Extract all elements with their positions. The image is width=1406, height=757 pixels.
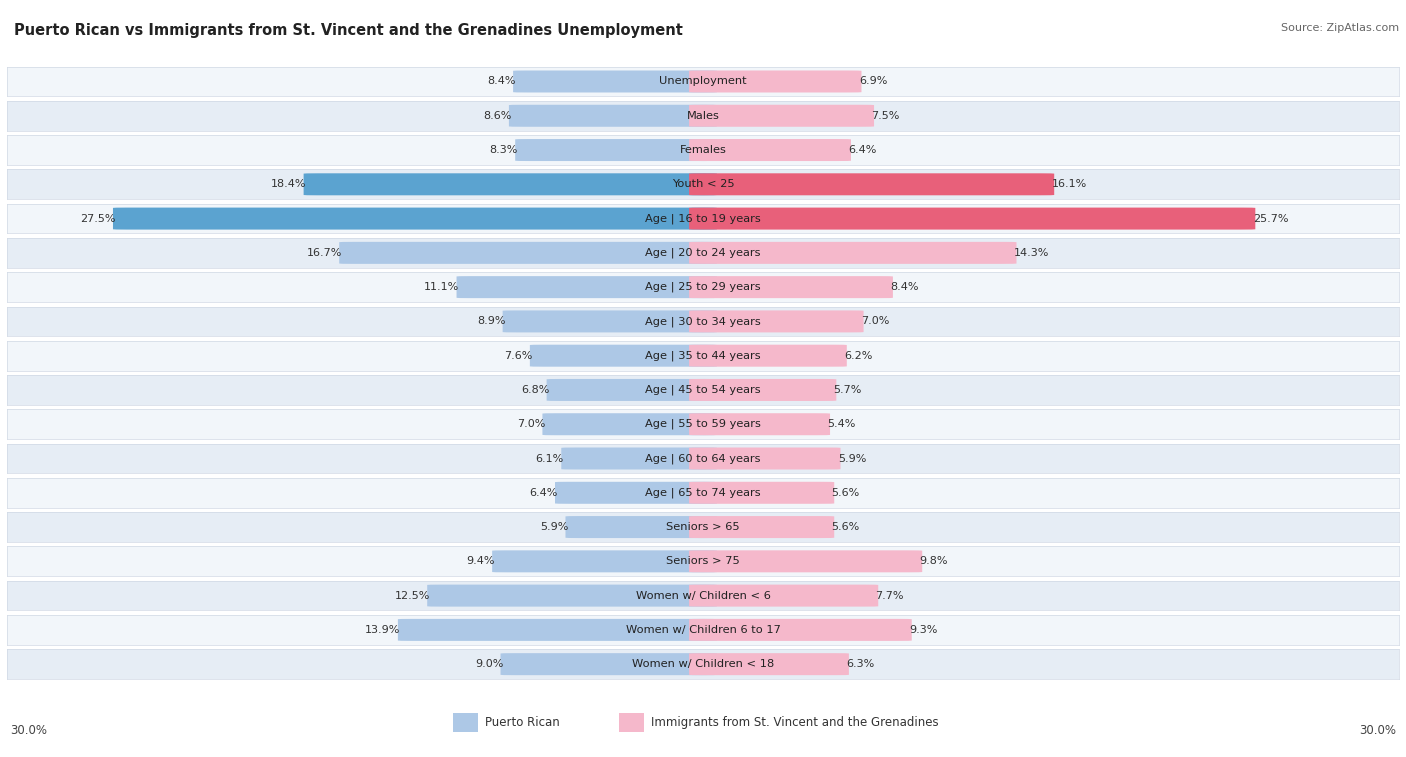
Text: 8.6%: 8.6% [484,111,512,121]
FancyBboxPatch shape [689,447,841,469]
Text: Age | 35 to 44 years: Age | 35 to 44 years [645,350,761,361]
Text: 5.6%: 5.6% [831,488,860,498]
Text: 6.4%: 6.4% [848,145,877,155]
FancyBboxPatch shape [427,584,717,606]
Text: 5.9%: 5.9% [540,522,568,532]
Text: 6.8%: 6.8% [520,385,550,395]
FancyBboxPatch shape [555,481,717,504]
FancyBboxPatch shape [547,379,717,401]
Text: Males: Males [686,111,720,121]
FancyBboxPatch shape [509,104,717,126]
Text: Females: Females [679,145,727,155]
Text: 9.0%: 9.0% [475,659,503,669]
Text: 9.3%: 9.3% [910,625,938,635]
Text: 5.7%: 5.7% [834,385,862,395]
FancyBboxPatch shape [689,344,846,366]
FancyBboxPatch shape [619,713,644,733]
FancyBboxPatch shape [561,447,717,469]
FancyBboxPatch shape [543,413,717,435]
Text: 6.4%: 6.4% [529,488,558,498]
FancyBboxPatch shape [689,241,1017,264]
Text: 8.9%: 8.9% [477,316,505,326]
Text: Age | 45 to 54 years: Age | 45 to 54 years [645,385,761,395]
Text: Age | 30 to 34 years: Age | 30 to 34 years [645,316,761,327]
Text: 27.5%: 27.5% [80,213,115,223]
FancyBboxPatch shape [689,276,893,298]
FancyBboxPatch shape [689,516,834,538]
Text: Seniors > 75: Seniors > 75 [666,556,740,566]
Text: 14.3%: 14.3% [1014,248,1049,258]
Text: Age | 20 to 24 years: Age | 20 to 24 years [645,248,761,258]
Text: 30.0%: 30.0% [10,724,46,737]
FancyBboxPatch shape [689,584,879,606]
Text: Seniors > 65: Seniors > 65 [666,522,740,532]
FancyBboxPatch shape [513,70,717,92]
Text: 8.4%: 8.4% [488,76,516,86]
Text: Age | 16 to 19 years: Age | 16 to 19 years [645,213,761,224]
Text: Age | 25 to 29 years: Age | 25 to 29 years [645,282,761,292]
Text: 5.6%: 5.6% [831,522,860,532]
Text: 16.7%: 16.7% [307,248,342,258]
FancyBboxPatch shape [112,207,717,229]
Text: Women w/ Children < 18: Women w/ Children < 18 [631,659,775,669]
FancyBboxPatch shape [501,653,717,675]
Text: Unemployment: Unemployment [659,76,747,86]
FancyBboxPatch shape [689,481,834,504]
Text: 7.5%: 7.5% [872,111,900,121]
Text: Age | 60 to 64 years: Age | 60 to 64 years [645,453,761,464]
Text: 8.4%: 8.4% [890,282,918,292]
Text: Puerto Rican: Puerto Rican [485,716,560,730]
Text: 11.1%: 11.1% [425,282,460,292]
FancyBboxPatch shape [457,276,717,298]
Text: 7.6%: 7.6% [505,350,533,360]
FancyBboxPatch shape [398,619,717,641]
Text: 5.9%: 5.9% [838,453,866,463]
Text: Immigrants from St. Vincent and the Grenadines: Immigrants from St. Vincent and the Gren… [651,716,939,730]
FancyBboxPatch shape [530,344,717,366]
FancyBboxPatch shape [689,413,830,435]
Text: Puerto Rican vs Immigrants from St. Vincent and the Grenadines Unemployment: Puerto Rican vs Immigrants from St. Vinc… [14,23,683,38]
FancyBboxPatch shape [339,241,717,264]
FancyBboxPatch shape [492,550,717,572]
FancyBboxPatch shape [689,139,851,161]
Text: Women w/ Children < 6: Women w/ Children < 6 [636,590,770,600]
FancyBboxPatch shape [689,550,922,572]
Text: Source: ZipAtlas.com: Source: ZipAtlas.com [1281,23,1399,33]
Text: 9.4%: 9.4% [467,556,495,566]
FancyBboxPatch shape [304,173,717,195]
FancyBboxPatch shape [502,310,717,332]
FancyBboxPatch shape [689,104,875,126]
FancyBboxPatch shape [689,173,1054,195]
Text: Youth < 25: Youth < 25 [672,179,734,189]
FancyBboxPatch shape [689,379,837,401]
Text: 8.3%: 8.3% [489,145,517,155]
Text: 16.1%: 16.1% [1052,179,1087,189]
Text: 5.4%: 5.4% [827,419,856,429]
FancyBboxPatch shape [453,713,478,733]
Text: 7.0%: 7.0% [517,419,546,429]
FancyBboxPatch shape [689,207,1256,229]
Text: 6.1%: 6.1% [536,453,564,463]
FancyBboxPatch shape [565,516,717,538]
Text: 12.5%: 12.5% [395,590,430,600]
Text: 13.9%: 13.9% [366,625,401,635]
FancyBboxPatch shape [689,310,863,332]
Text: 7.0%: 7.0% [860,316,889,326]
FancyBboxPatch shape [689,653,849,675]
FancyBboxPatch shape [515,139,717,161]
Text: 6.9%: 6.9% [859,76,887,86]
Text: 6.2%: 6.2% [844,350,873,360]
Text: 30.0%: 30.0% [1360,724,1396,737]
Text: 18.4%: 18.4% [271,179,307,189]
FancyBboxPatch shape [689,619,911,641]
Text: Age | 55 to 59 years: Age | 55 to 59 years [645,419,761,429]
Text: Women w/ Children 6 to 17: Women w/ Children 6 to 17 [626,625,780,635]
Text: 7.7%: 7.7% [876,590,904,600]
Text: 25.7%: 25.7% [1253,213,1288,223]
Text: 9.8%: 9.8% [920,556,948,566]
Text: Age | 65 to 74 years: Age | 65 to 74 years [645,488,761,498]
Text: 6.3%: 6.3% [846,659,875,669]
FancyBboxPatch shape [689,70,862,92]
